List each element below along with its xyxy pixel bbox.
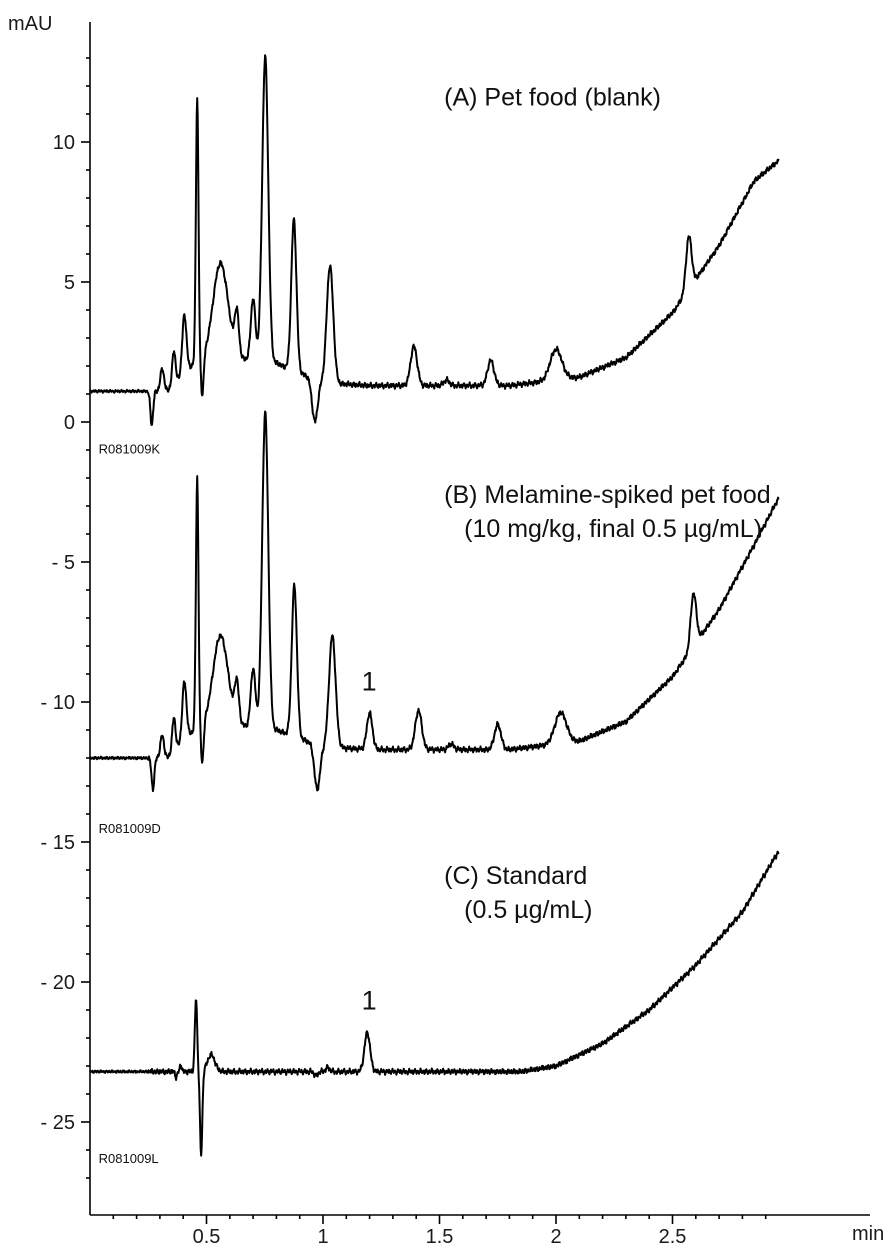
- trace-a-file-id: R081009K: [99, 441, 161, 456]
- y-tick-label: 10: [53, 132, 75, 154]
- y-tick-label: - 20: [41, 972, 75, 994]
- y-tick-label: - 10: [41, 692, 75, 714]
- y-tick-label: - 15: [41, 832, 75, 854]
- x-tick-label: 1.5: [426, 1226, 454, 1247]
- labels: (A) Pet food (blank) R081009K (B) Melamine…: [99, 84, 771, 1167]
- trace-b-file-id: R081009D: [99, 821, 161, 836]
- trace-a-title: (A) Pet food (blank): [444, 84, 661, 112]
- trace-b: [89, 410, 780, 793]
- traces: [89, 54, 780, 1157]
- trace-b-title: (B) Melamine-spiked pet food: [444, 481, 771, 509]
- x-tick-label: 2.5: [659, 1226, 687, 1247]
- y-tick-label: - 25: [41, 1112, 75, 1134]
- trace-c: [89, 850, 780, 1157]
- peak-1-label: 1: [362, 986, 377, 1016]
- peak-1-label: 1: [362, 666, 377, 696]
- y-axis-label: mAU: [8, 13, 52, 35]
- y-tick-label: 0: [64, 412, 75, 434]
- ticks: 10 5 0 - 5 - 10 - 15 - 20 - 25 0.5 1 1.5 2 2.5: [41, 57, 767, 1247]
- x-axis-label: min: [852, 1223, 884, 1245]
- trace-b-title: (10 mg/kg, final 0.5 µg/mL): [464, 515, 762, 543]
- y-tick-label: - 5: [52, 552, 75, 574]
- trace-c-title: (C) Standard: [444, 862, 587, 890]
- trace-c-file-id: R081009L: [99, 1151, 159, 1166]
- axes: [89, 22, 870, 1216]
- x-tick-label: 1: [317, 1226, 328, 1247]
- y-tick-label: 5: [64, 272, 75, 294]
- x-tick-label: 2: [550, 1226, 561, 1247]
- trace-c-title: (0.5 µg/mL): [464, 896, 592, 924]
- x-tick-label: 0.5: [193, 1226, 221, 1247]
- trace-a: [89, 54, 780, 426]
